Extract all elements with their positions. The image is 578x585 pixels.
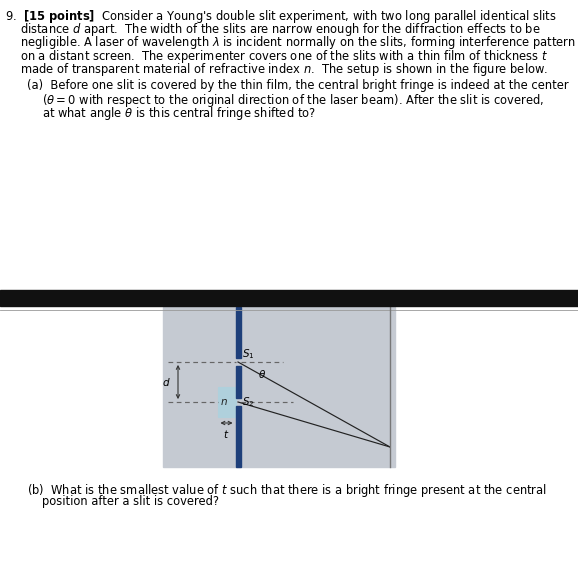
Text: $S_2$: $S_2$ xyxy=(243,395,255,409)
Text: 9.  $\bf{[15\ points]}$  Consider a Young's double slit experiment, with two lon: 9. $\bf{[15\ points]}$ Consider a Young'… xyxy=(5,8,557,25)
Text: (a)  Before one slit is covered by the thin film, the central bright fringe is i: (a) Before one slit is covered by the th… xyxy=(27,79,569,92)
Text: $S_1$: $S_1$ xyxy=(243,347,255,361)
Bar xyxy=(235,406,240,467)
Bar xyxy=(163,307,395,467)
Text: $d$: $d$ xyxy=(162,376,171,388)
Text: (b)  What is the smallest value of $t$ such that there is a bright fringe presen: (b) What is the smallest value of $t$ su… xyxy=(27,482,547,499)
Text: $n$: $n$ xyxy=(220,397,228,407)
Text: $\theta$: $\theta$ xyxy=(258,368,266,380)
Text: negligible. A laser of wavelength $\lambda$ is incident normally on the slits, f: negligible. A laser of wavelength $\lamb… xyxy=(20,35,576,51)
Text: distance $d$ apart.  The width of the slits are narrow enough for the diffractio: distance $d$ apart. The width of the sli… xyxy=(20,21,540,38)
Bar xyxy=(0,290,578,306)
Text: made of transparent material of refractive index $n$.  The setup is shown in the: made of transparent material of refracti… xyxy=(20,61,548,78)
Bar xyxy=(217,387,235,417)
Text: on a distant screen.  The experimenter covers one of the slits with a thin film : on a distant screen. The experimenter co… xyxy=(20,47,549,64)
Text: $t$: $t$ xyxy=(223,428,229,440)
Text: at what angle $\theta$ is this central fringe shifted to?: at what angle $\theta$ is this central f… xyxy=(42,105,316,122)
Text: position after a slit is covered?: position after a slit is covered? xyxy=(42,495,219,508)
Bar xyxy=(235,366,240,398)
Bar xyxy=(235,307,240,358)
Text: ($\theta = 0$ with respect to the original direction of the laser beam). After t: ($\theta = 0$ with respect to the origin… xyxy=(42,92,544,109)
